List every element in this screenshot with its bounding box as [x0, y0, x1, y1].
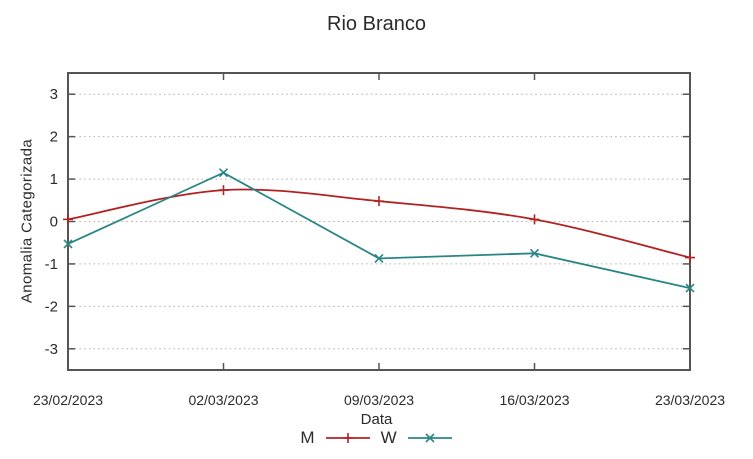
x-tick-label: 23/03/2023	[655, 392, 725, 408]
legend-sample-marker	[425, 433, 435, 443]
x-tick-label: 09/03/2023	[344, 392, 414, 408]
series-M-marker	[529, 214, 540, 225]
y-tick-label: -2	[45, 298, 58, 315]
y-tick-label: -3	[45, 341, 58, 358]
series-M-marker	[63, 214, 73, 225]
series-M-marker	[374, 196, 384, 207]
series-W-marker	[529, 248, 540, 258]
y-tick-label: 2	[50, 129, 58, 146]
legend-sample-marker	[342, 433, 353, 443]
series-M-marker	[685, 252, 695, 263]
legend-label-m: M	[300, 428, 315, 447]
series-W-marker	[218, 168, 229, 178]
legend-line-m-icon	[325, 433, 370, 443]
x-tick-label: 02/03/2023	[188, 392, 258, 408]
series-W-marker	[63, 239, 73, 249]
series-M-marker	[218, 185, 229, 196]
series-W-line	[67, 171, 691, 289]
y-tick-label: 3	[50, 86, 58, 103]
y-tick-label: 0	[50, 214, 58, 231]
legend-line-w-icon	[407, 433, 452, 443]
legend: M W	[0, 428, 753, 448]
series-W-marker	[685, 283, 695, 293]
legend-entry-m: M	[300, 428, 370, 448]
x-tick-label: 16/03/2023	[499, 392, 569, 408]
x-tick-label: 23/02/2023	[33, 392, 103, 408]
x-axis-label: Data	[360, 411, 393, 428]
legend-entry-w: W	[381, 428, 453, 448]
chart-title: Rio Branco	[327, 13, 426, 35]
y-tick-label: 1	[50, 171, 58, 188]
y-tick-label: -1	[45, 256, 58, 273]
series-W-marker	[374, 253, 384, 263]
legend-label-w: W	[380, 428, 397, 447]
